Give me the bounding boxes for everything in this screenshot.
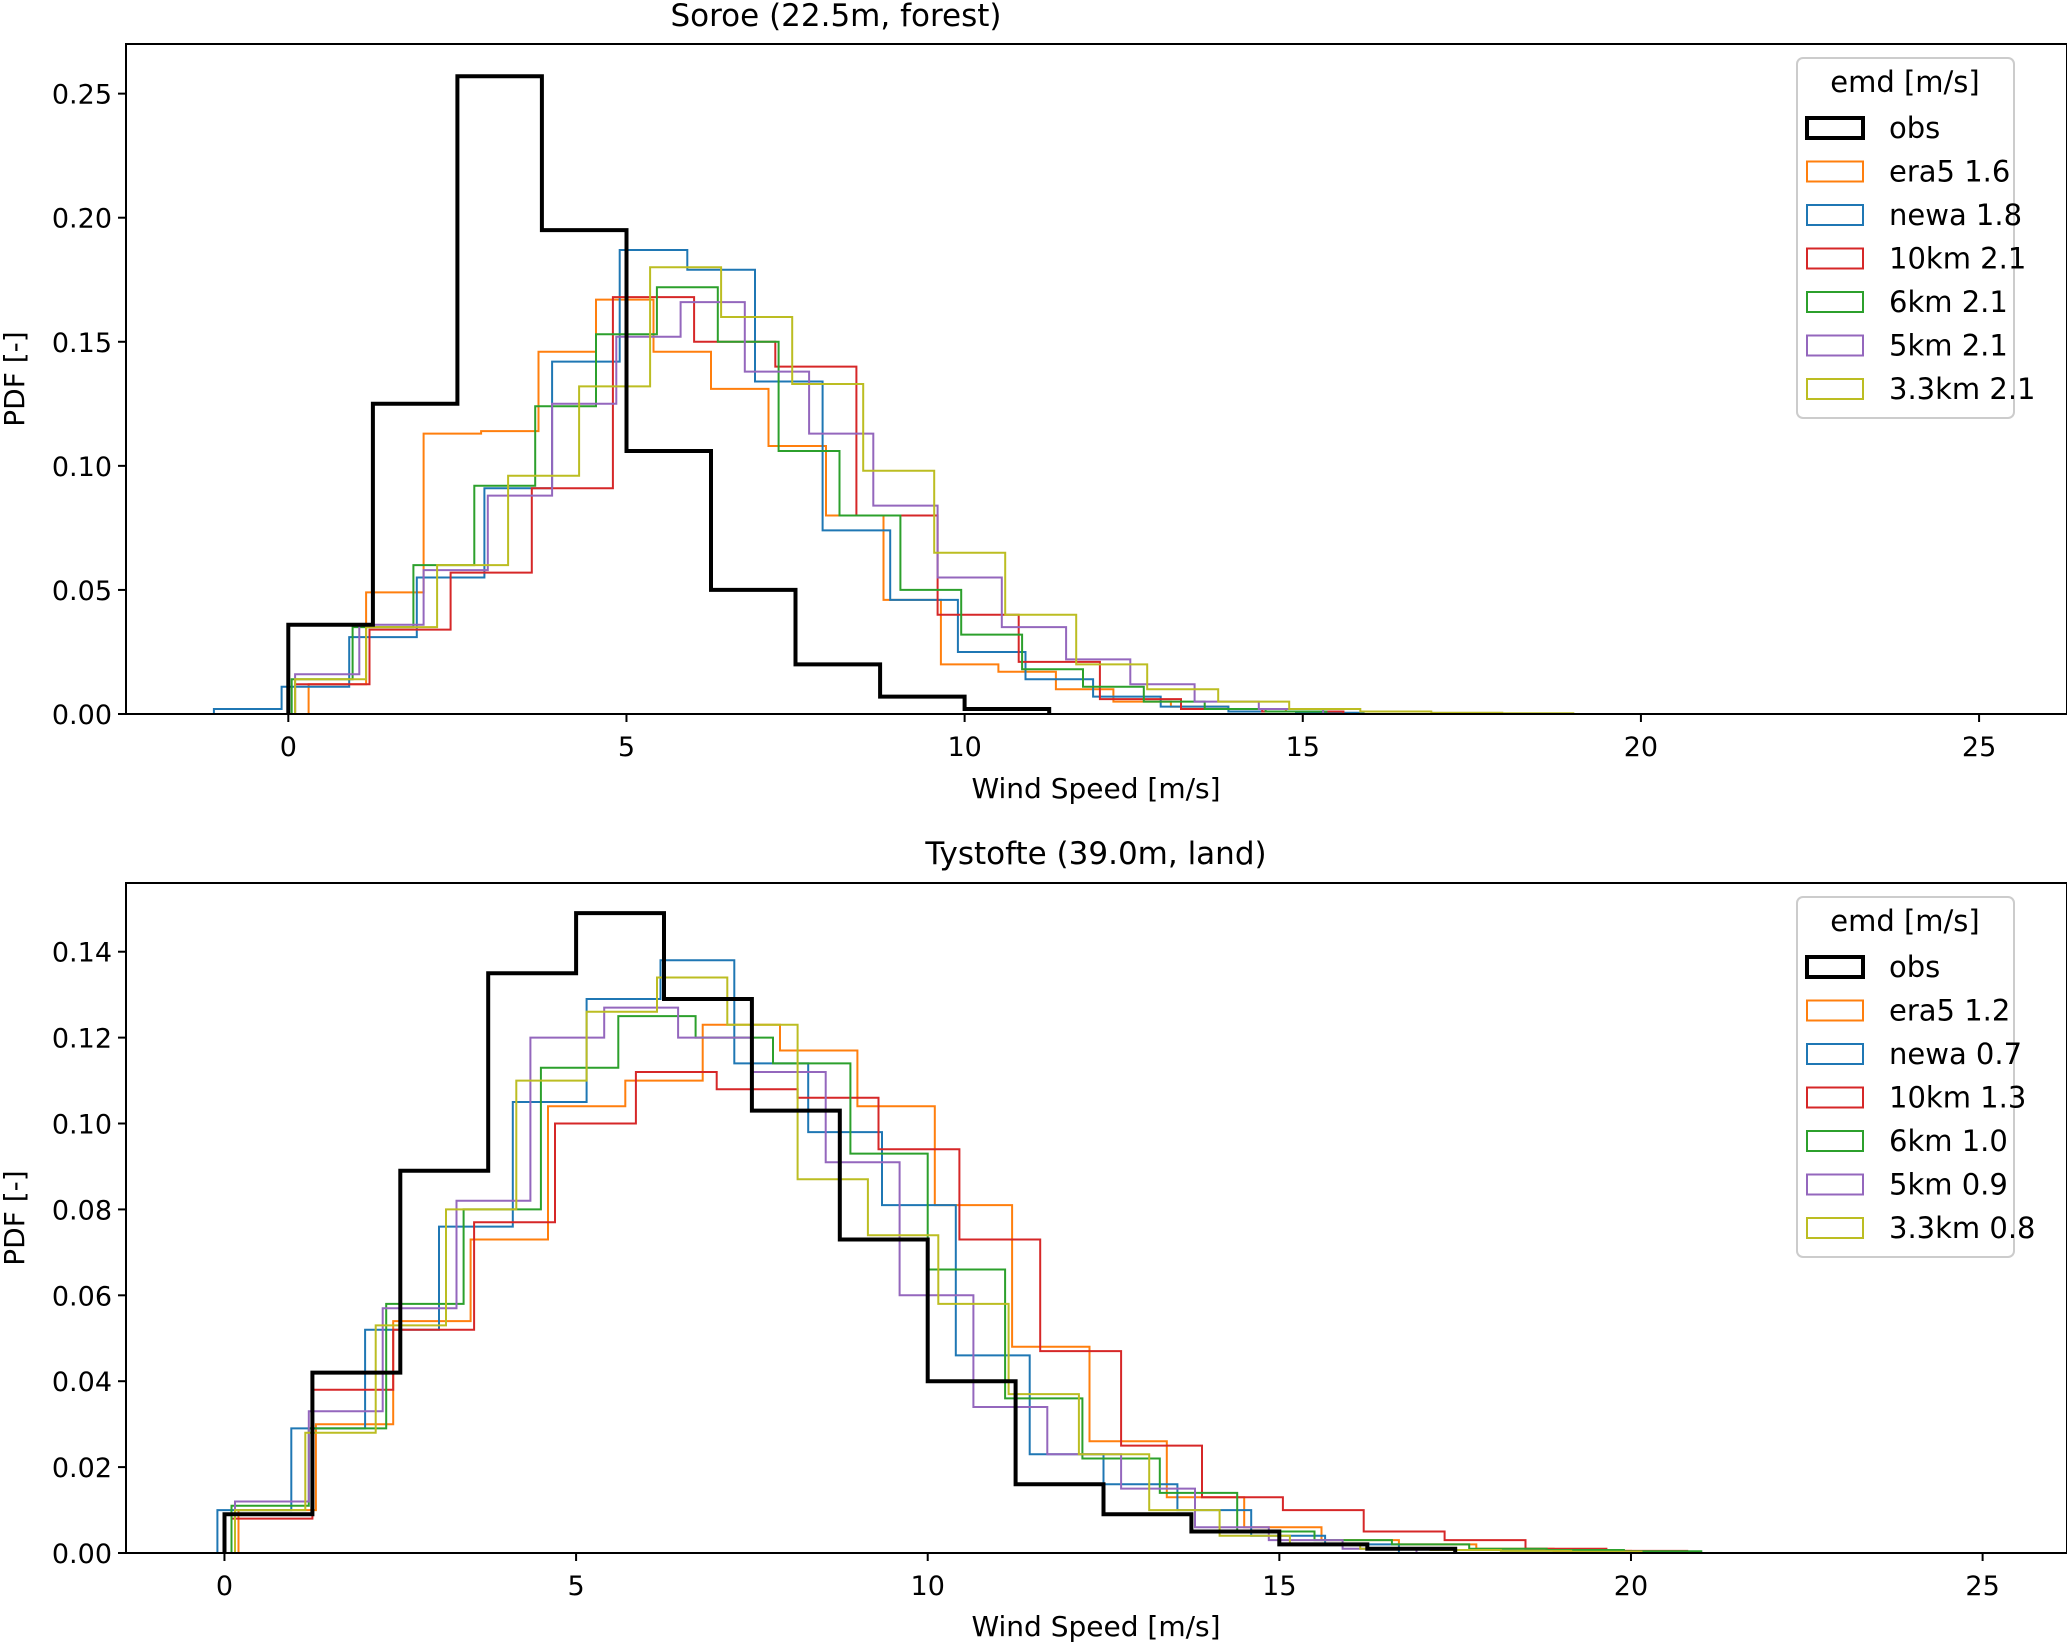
- series-5km-step: [234, 1006, 1418, 1553]
- legend-swatch: [1806, 1086, 1864, 1109]
- axes-frame: [125, 882, 2067, 1554]
- legend-swatch: [1806, 204, 1864, 226]
- series-newa-step: [216, 959, 1400, 1553]
- series-obs-step: [222, 911, 1458, 1553]
- series-newa-step: [212, 249, 1365, 714]
- x-tick-label: 25: [1962, 732, 1996, 763]
- x-axis-label: Wind Speed [m/s]: [971, 772, 1220, 805]
- legend-swatch: [1805, 955, 1865, 979]
- y-tick-label: 0.25: [52, 80, 112, 111]
- y-tick-label: 0.08: [52, 1195, 112, 1226]
- y-tick-label: 0.20: [52, 204, 112, 235]
- legend-swatch: [1806, 160, 1864, 183]
- x-axis: 0 5 10 15 20 25: [280, 714, 1996, 763]
- plot-area: [212, 74, 1575, 715]
- x-tick-label: 0: [280, 732, 297, 763]
- y-axis-label: PDF [-]: [0, 1170, 31, 1265]
- legend-label: 6km 1.0: [1889, 1124, 2008, 1158]
- x-tick-label: 5: [567, 1571, 584, 1602]
- series-6km-step: [230, 1015, 1703, 1553]
- x-axis-label: Wind Speed [m/s]: [971, 1610, 1220, 1642]
- legend-title: emd [m/s]: [1830, 65, 1979, 99]
- x-tick-label: 5: [618, 732, 635, 763]
- legend: emd [m/s] obs era5 1.2 newa 0.7 10km 1.3 6km…: [1796, 896, 2036, 1258]
- legend-title: emd [m/s]: [1830, 904, 1979, 938]
- legend-label: obs: [1889, 950, 1940, 984]
- legend-swatch: [1805, 116, 1865, 140]
- legend-label: newa 1.8: [1889, 198, 2022, 232]
- chart-title: Tystofte (39.0m, land): [924, 836, 1266, 872]
- y-tick-label: 0.02: [52, 1453, 112, 1484]
- legend-swatch: [1806, 1130, 1864, 1152]
- chart-title: Soroe (22.5m, forest): [670, 0, 1001, 34]
- panel-tystofte: Tystofte (39.0m, land) 0 5 10 15 20 25 0.000.…: [0, 836, 2067, 1642]
- x-tick-label: 25: [1965, 1571, 1999, 1602]
- legend-swatch: [1806, 247, 1864, 270]
- y-tick-label: 0.10: [52, 1110, 112, 1141]
- y-tick-label: 0.00: [52, 700, 112, 731]
- legend-label: obs: [1889, 111, 1940, 145]
- legend-label: 3.3km 2.1: [1889, 372, 2036, 406]
- x-tick-label: 20: [1614, 1571, 1648, 1602]
- series-era5-step: [307, 298, 1345, 714]
- x-tick-label: 0: [216, 1571, 233, 1602]
- legend-label: newa 0.7: [1889, 1037, 2022, 1071]
- legend-swatch: [1806, 291, 1864, 313]
- legend-swatch: [1806, 334, 1864, 357]
- series-5km-step: [294, 301, 1325, 714]
- legend: emd [m/s] obs era5 1.6 newa 1.8 10km 2.1 6km…: [1796, 57, 2036, 419]
- y-axis: 0.00 0.05 0.10 0.15 0.20 0.25: [52, 80, 126, 731]
- series-10km-step: [294, 296, 1345, 714]
- axes-frame: [125, 43, 2067, 715]
- x-tick-label: 15: [1286, 732, 1320, 763]
- series-obs-step: [286, 74, 1052, 714]
- legend-label: era5 1.2: [1889, 994, 2010, 1028]
- y-tick-label: 0.15: [52, 328, 112, 359]
- y-tick-label: 0.04: [52, 1367, 112, 1398]
- series-era5-step: [237, 1023, 1632, 1553]
- series-3_3km-step: [234, 976, 1643, 1553]
- x-tick-label: 10: [911, 1571, 945, 1602]
- legend-label: era5 1.6: [1889, 155, 2010, 189]
- series-3_3km-step: [294, 266, 1575, 715]
- x-tick-label: 10: [947, 732, 981, 763]
- legend-label: 5km 2.1: [1889, 329, 2008, 363]
- panel-soroe: Soroe (22.5m, forest) 0 5 10 15 20 25 0.000.0…: [0, 0, 2067, 805]
- y-tick-label: 0.06: [52, 1281, 112, 1312]
- legend-label: 10km 2.1: [1889, 242, 2026, 276]
- legend-swatch: [1806, 999, 1864, 1022]
- y-axis: 0.00 0.02 0.04 0.06 0.08 0.10 0.12 0.14: [52, 938, 126, 1570]
- series-10km-step: [230, 1071, 1689, 1553]
- legend-swatch: [1806, 1043, 1864, 1065]
- legend-swatch: [1806, 1217, 1864, 1239]
- x-tick-label: 15: [1262, 1571, 1296, 1602]
- legend-label: 3.3km 0.8: [1889, 1211, 2036, 1245]
- legend-label: 5km 0.9: [1889, 1168, 2008, 1202]
- y-axis-label: PDF [-]: [0, 331, 31, 426]
- y-tick-label: 0.10: [52, 452, 112, 483]
- legend-swatch: [1806, 378, 1864, 400]
- series-6km-step: [290, 286, 1328, 714]
- legend-label: 10km 1.3: [1889, 1081, 2026, 1115]
- legend-frame: [1796, 57, 2015, 419]
- legend-swatch: [1806, 1173, 1864, 1196]
- y-tick-label: 0.12: [52, 1024, 112, 1055]
- x-tick-label: 20: [1624, 732, 1658, 763]
- y-tick-label: 0.00: [52, 1539, 112, 1570]
- legend-frame: [1796, 896, 2015, 1258]
- y-tick-label: 0.05: [52, 576, 112, 607]
- y-tick-label: 0.14: [52, 938, 112, 969]
- legend-label: 6km 2.1: [1889, 285, 2008, 319]
- plot-area: [216, 911, 1703, 1553]
- x-axis: 0 5 10 15 20 25: [216, 1553, 2000, 1602]
